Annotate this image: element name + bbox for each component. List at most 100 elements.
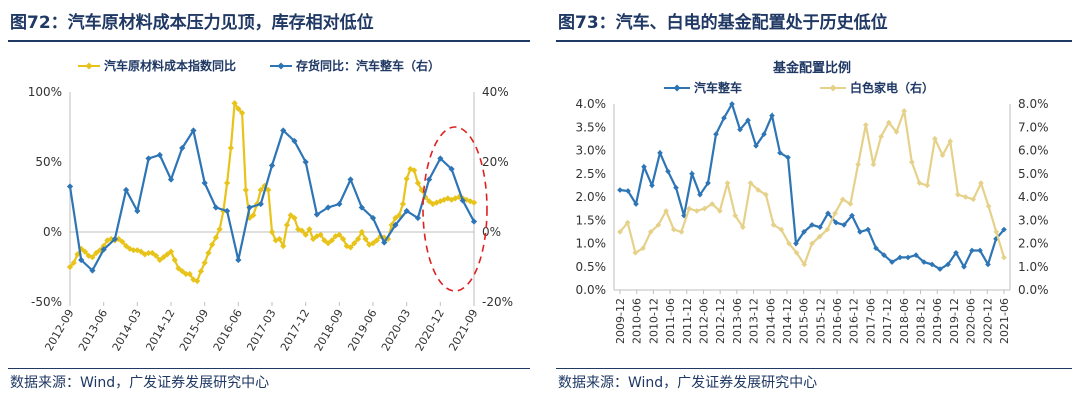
left-title-rule bbox=[8, 40, 530, 42]
point-auto bbox=[913, 252, 919, 258]
x-tick-label: 2014-12 bbox=[781, 298, 794, 344]
point-auto bbox=[777, 149, 783, 156]
point-inventory bbox=[78, 256, 85, 264]
point-inventory bbox=[100, 246, 107, 253]
point-material-cost bbox=[223, 179, 231, 187]
x-tick-label: 2017-06 bbox=[864, 298, 877, 344]
point-auto bbox=[881, 252, 887, 258]
point-auto bbox=[809, 222, 815, 228]
right-y-tick-label: 5.0% bbox=[1018, 167, 1049, 181]
point-auto bbox=[705, 180, 711, 186]
point-appliance bbox=[740, 224, 746, 231]
point-appliance bbox=[1001, 254, 1007, 261]
point-material-cost bbox=[298, 227, 306, 234]
left-source-note: 数据来源：Wind，广发证券发展研究中心 bbox=[10, 375, 270, 391]
right-chart: 基金配置比例 4.0% 3.5% 3.0% 2.5% 2.0% 1.5% 1.0% 0.5% 0.… bbox=[576, 60, 1049, 344]
point-material-cost bbox=[250, 212, 257, 219]
point-material-cost bbox=[201, 259, 208, 266]
x-tick-label: 2010-06 bbox=[631, 298, 644, 344]
point-auto bbox=[625, 188, 631, 194]
point-appliance bbox=[855, 161, 861, 168]
legend-marker-auto bbox=[673, 84, 681, 92]
point-appliance bbox=[947, 138, 954, 145]
point-appliance bbox=[870, 161, 877, 168]
point-material-cost bbox=[411, 167, 418, 174]
point-appliance bbox=[770, 222, 777, 228]
legend-label-appliance: 白色家电（右） bbox=[850, 80, 934, 95]
x-tick-label: 2017-12 bbox=[278, 307, 312, 353]
right-y-tick-label: 0.0% bbox=[1018, 283, 1049, 297]
left-y-tick-label: 50% bbox=[35, 155, 62, 169]
point-inventory bbox=[111, 235, 119, 243]
point-auto bbox=[1001, 226, 1007, 233]
right-source-note: 数据来源：Wind，广发证券发展研究中心 bbox=[558, 375, 818, 391]
right-y-tick-label: 4.0% bbox=[1018, 190, 1049, 204]
point-appliance bbox=[801, 261, 808, 268]
x-tick-label: 2013-12 bbox=[748, 298, 761, 344]
point-material-cost bbox=[130, 247, 137, 254]
point-appliance bbox=[939, 152, 946, 158]
point-appliance bbox=[709, 201, 715, 207]
x-tick-label: 2014-12 bbox=[143, 307, 177, 353]
point-material-cost bbox=[216, 226, 223, 233]
point-auto bbox=[873, 245, 879, 251]
left-y-tick-label: 0.5% bbox=[576, 260, 607, 274]
right-y-tick-label: 3.0% bbox=[1018, 213, 1049, 227]
right-y-tick-label: 6.0% bbox=[1018, 144, 1049, 158]
x-tick-label: 2020-06 bbox=[965, 298, 978, 344]
point-auto bbox=[793, 240, 799, 247]
point-appliance bbox=[993, 229, 1000, 235]
point-auto bbox=[697, 191, 703, 198]
point-auto bbox=[633, 201, 639, 207]
point-material-cost bbox=[119, 238, 126, 245]
point-auto bbox=[713, 131, 719, 138]
point-appliance bbox=[862, 122, 869, 128]
point-auto bbox=[641, 163, 647, 170]
point-auto bbox=[985, 261, 991, 268]
x-tick-label: 2012-12 bbox=[714, 298, 727, 344]
point-material-cost bbox=[115, 235, 122, 243]
point-material-cost bbox=[399, 200, 407, 208]
x-tick-label: 2012-06 bbox=[697, 298, 710, 344]
right-figure-panel: 图73：汽车、白电的基金配置处于历史低位 基金配置比例 4.0% 3.5% 3.0% 2… bbox=[548, 0, 1080, 404]
right-y-tick-label: 20% bbox=[482, 155, 509, 169]
x-tick-label: 2018-12 bbox=[915, 298, 928, 344]
legend-label-material-cost: 汽车原材料成本指数同比 bbox=[104, 58, 236, 73]
point-auto bbox=[761, 131, 767, 138]
x-tick-label: 2015-12 bbox=[814, 298, 827, 344]
point-material-cost bbox=[93, 249, 100, 257]
point-appliance bbox=[832, 210, 838, 217]
point-material-cost bbox=[171, 256, 178, 264]
point-material-cost bbox=[137, 248, 145, 255]
right-y-tick-label: -20% bbox=[482, 295, 513, 309]
point-appliance bbox=[847, 201, 854, 207]
point-inventory bbox=[122, 186, 130, 194]
point-auto bbox=[897, 254, 903, 261]
legend-marker-appliance bbox=[829, 84, 837, 92]
point-material-cost bbox=[235, 105, 242, 112]
point-inventory bbox=[89, 267, 96, 274]
x-tick-label: 2017-03 bbox=[244, 307, 278, 353]
legend-label-inventory: 存货同比：汽车整车（右） bbox=[295, 58, 440, 73]
point-material-cost bbox=[145, 249, 152, 257]
point-auto bbox=[889, 259, 895, 265]
x-tick-label: 2012-09 bbox=[42, 307, 76, 353]
point-auto bbox=[841, 222, 847, 228]
point-auto bbox=[769, 112, 775, 119]
right-y-tick-label: 0% bbox=[482, 225, 501, 239]
point-appliance bbox=[916, 180, 923, 186]
point-material-cost bbox=[227, 144, 234, 152]
x-tick-label: 2013-06 bbox=[731, 298, 744, 344]
point-auto bbox=[961, 263, 967, 270]
left-y-tick-label: -50% bbox=[31, 295, 62, 309]
point-appliance bbox=[962, 194, 969, 200]
point-auto bbox=[865, 226, 871, 233]
x-tick-label: 2021-06 bbox=[998, 298, 1011, 344]
right-y-tick-label: 40% bbox=[482, 85, 509, 99]
x-tick-label: 2010-12 bbox=[647, 298, 660, 344]
right-y-tick-label: 2.0% bbox=[1018, 237, 1049, 251]
point-auto bbox=[857, 229, 863, 235]
point-material-cost bbox=[403, 175, 410, 182]
point-appliance bbox=[816, 233, 823, 240]
point-auto bbox=[753, 143, 759, 149]
